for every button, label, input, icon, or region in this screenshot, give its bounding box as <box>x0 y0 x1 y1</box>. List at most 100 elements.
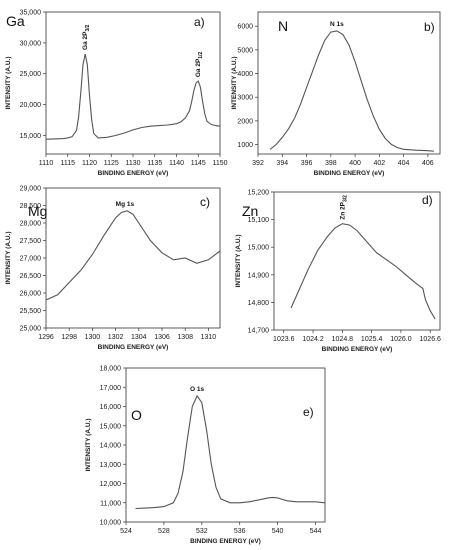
panel-a-ga: 1110 1115 1120 1125 1130 1135 1140 1145 1150 15,0… <box>5 10 228 178</box>
x-tick-label: 396 <box>301 160 313 167</box>
y-tick-label: 11,000 <box>100 500 121 507</box>
spectrum-line <box>290 223 436 320</box>
y-tick-label: 13,000 <box>100 462 122 469</box>
x-tick-label: 1150 <box>212 160 227 167</box>
y-tick-label: 14,000 <box>100 443 122 450</box>
peak-label: O 1s <box>190 386 204 393</box>
x-tick-label: 394 <box>276 160 288 167</box>
plot-frame <box>125 367 326 523</box>
panel-label: d) <box>422 193 433 207</box>
y-tick-label: 18,000 <box>100 366 122 373</box>
x-tick-label: 406 <box>422 160 434 167</box>
y-tick-label: 20,000 <box>20 102 42 109</box>
x-tick-label: 1310 <box>201 334 217 341</box>
panel-e-o: 524 528 532 536 540 544 10,000 11,000 12,000 13,0… <box>85 366 326 545</box>
y-axis-label: INTENSITY (A.U.) <box>235 235 242 288</box>
spectrum-line <box>45 53 221 140</box>
y-tick-label: 26,500 <box>20 273 42 280</box>
y-axis-label: INTENSITY (A.U.) <box>5 57 12 110</box>
y-tick-label: 29,000 <box>20 186 42 193</box>
x-tick-label: 1115 <box>60 160 75 167</box>
y-tick-label: 26,000 <box>20 291 42 298</box>
x-tick-label: 1304 <box>131 334 147 341</box>
y-tick-label: 16,000 <box>100 404 122 411</box>
x-tick-label: 540 <box>272 528 284 535</box>
plot-frame <box>257 11 441 155</box>
plot-frame <box>45 11 221 155</box>
y-tick-label: 15,000 <box>20 133 42 140</box>
y-tick-label: 14,900 <box>248 272 270 279</box>
element-label: Ga <box>6 13 25 29</box>
x-tick-label: 1302 <box>108 334 124 341</box>
x-tick-label: 1024.8 <box>332 336 354 343</box>
y-tick-label: 4000 <box>237 71 253 78</box>
y-tick-label: 17,000 <box>100 385 122 392</box>
x-tick-label: 1306 <box>154 334 170 341</box>
y-tick-label: 35,000 <box>20 10 42 17</box>
peak-label-subscript: 3/2 <box>342 195 348 202</box>
x-tick-label: 524 <box>120 528 132 535</box>
y-axis-label: INTENSITY (A.U.) <box>5 232 12 285</box>
y-tick-label: 14,800 <box>248 300 270 307</box>
peak-label-subscript: 3/2 <box>85 24 91 31</box>
peak-label-subscript: 1/2 <box>198 52 204 59</box>
peak-label: Mg 1s <box>116 201 135 208</box>
spectrum-line <box>45 210 221 301</box>
y-tick-label: 28,500 <box>20 203 42 210</box>
x-axis-label: BINDING ENERGY (eV) <box>314 170 385 177</box>
x-axis-label: BINDING ENERGY (eV) <box>98 344 169 351</box>
x-tick-label: 1025.4 <box>361 336 383 343</box>
y-tick-label: 5000 <box>237 47 253 54</box>
y-tick-label: 12,000 <box>100 481 122 488</box>
peak-label: Ga 2P3/2 <box>82 24 91 50</box>
element-label: Mg <box>28 203 47 219</box>
y-tick-label: 3000 <box>237 95 253 102</box>
panel-label: c) <box>200 195 210 209</box>
x-tick-label: 1300 <box>85 334 101 341</box>
x-tick-label: 1140 <box>169 160 184 167</box>
y-tick-label: 15,100 <box>248 217 270 224</box>
x-tick-label: 1023.6 <box>273 336 295 343</box>
element-label: O <box>131 407 142 423</box>
x-tick-label: 1024.2 <box>302 336 324 343</box>
x-tick-label: 400 <box>349 160 361 167</box>
x-tick-label: 536 <box>234 528 246 535</box>
x-tick-label: 1120 <box>82 160 97 167</box>
plot-frame <box>45 187 221 329</box>
y-tick-label: 27,000 <box>20 256 42 263</box>
y-tick-label: 25,500 <box>20 308 42 315</box>
element-label: N <box>278 18 288 34</box>
x-tick-label: 1298 <box>61 334 77 341</box>
x-axis-label: BINDING ENERGY (eV) <box>322 346 393 353</box>
x-axis-label: BINDING ENERGY (eV) <box>190 538 261 545</box>
panel-b-n: 392 394 396 398 400 402 404 406 1000 2000 3000 4000… <box>231 11 441 177</box>
peak-label: N 1s <box>330 21 344 28</box>
y-tick-label: 2000 <box>237 118 253 125</box>
plot-frame <box>273 191 441 331</box>
x-tick-label: 1026.6 <box>420 336 442 343</box>
x-tick-label: 402 <box>373 160 385 167</box>
peak-label: Ga 2P1/2 <box>195 52 204 78</box>
x-tick-label: 1308 <box>177 334 193 341</box>
x-tick-label: 392 <box>252 160 264 167</box>
panel-c-mg: 1296 1298 1300 1302 1304 1306 1308 1310 25,000 25… <box>5 186 221 351</box>
x-tick-label: 1296 <box>38 334 54 341</box>
y-tick-label: 15,200 <box>248 190 270 197</box>
y-tick-label: 1000 <box>237 142 253 149</box>
panel-d-zn: 1023.6 1024.2 1024.8 1025.4 1026.0 1026.6 14,7… <box>235 190 442 354</box>
y-axis-label: INTENSITY (A.U.) <box>231 57 238 110</box>
spectrum-line <box>135 394 326 510</box>
peak-label: Zn 2P3/2 <box>339 195 348 220</box>
x-tick-label: 528 <box>158 528 170 535</box>
y-tick-label: 6000 <box>237 24 253 31</box>
x-tick-label: 1135 <box>147 160 162 167</box>
x-tick-label: 404 <box>398 160 410 167</box>
y-axis-label: INTENSITY (A.U.) <box>85 419 92 472</box>
x-tick-label: 1110 <box>39 160 54 167</box>
y-tick-label: 15,000 <box>100 423 122 430</box>
y-tick-label: 25,000 <box>20 326 42 333</box>
x-tick-label: 1125 <box>104 160 119 167</box>
x-tick-label: 1026.0 <box>390 336 412 343</box>
y-tick-label: 30,000 <box>20 40 42 47</box>
x-tick-label: 532 <box>196 528 208 535</box>
